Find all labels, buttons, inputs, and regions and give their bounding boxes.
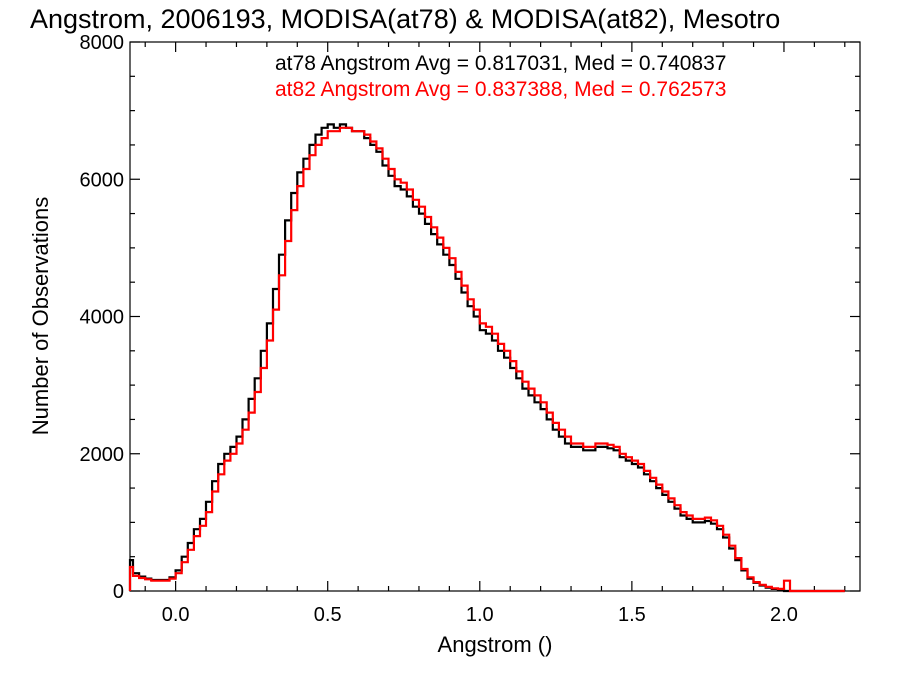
y-axis-label: Number of Observations (28, 197, 53, 435)
legend-entry-at82: at82 Angstrom Avg = 0.837388, Med = 0.76… (275, 78, 726, 101)
x-tick-label: 1.0 (466, 604, 494, 626)
x-axis-label: Angstrom () (438, 632, 553, 657)
y-tick-label: 6000 (80, 169, 125, 191)
chart-title: Angstrom, 2006193, MODISA(at78) & MODISA… (30, 4, 780, 34)
plot-area-frame (129, 41, 861, 592)
series-layer (128, 123, 845, 593)
y-tick-labels: 0 2000 4000 6000 8000 (80, 32, 125, 603)
x-tick-labels: 0.0 0.5 1.0 1.5 2.0 (162, 604, 798, 626)
series-line-at78 (128, 123, 845, 593)
y-tick-label: 0 (113, 581, 124, 603)
y-tick-label: 4000 (80, 307, 125, 329)
x-tick-label: 0.0 (162, 604, 190, 626)
x-tick-label: 1.5 (618, 604, 646, 626)
series-line-at82 (128, 126, 845, 593)
axis-ticks (130, 41, 860, 592)
legend-entry-at78: at78 Angstrom Avg = 0.817031, Med = 0.74… (275, 52, 726, 75)
y-tick-label: 2000 (80, 444, 125, 466)
y-tick-label: 8000 (80, 32, 125, 54)
x-tick-label: 2.0 (770, 604, 798, 626)
x-tick-label: 0.5 (314, 604, 342, 626)
